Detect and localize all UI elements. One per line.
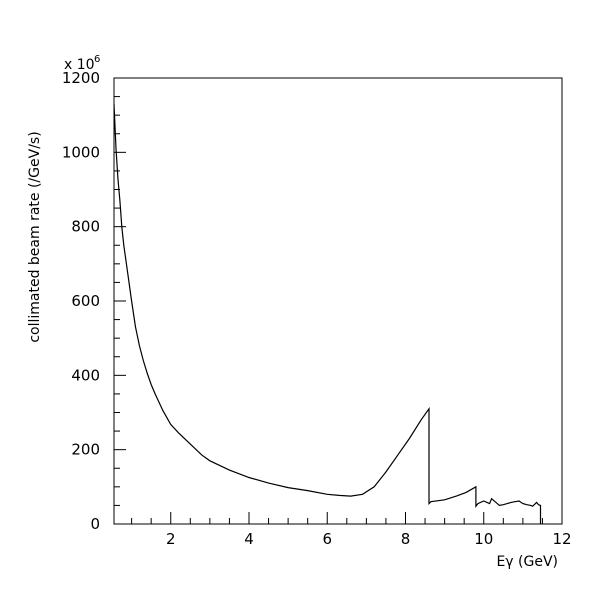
y-tick-label: 0 [90, 515, 100, 533]
y-axis-tick-labels: 0 200 400 600 800 1000 1200 [62, 69, 100, 533]
y-tick-label: 1200 [62, 69, 100, 87]
x-tick-label: 12 [552, 530, 571, 548]
x-tick-label: 8 [401, 530, 411, 548]
series-line [113, 103, 542, 524]
y-tick-label: 200 [71, 441, 100, 459]
y-tick-label: 600 [71, 292, 100, 310]
x-axis-tick-labels: 2 4 6 8 10 12 [166, 530, 572, 548]
y-multiplier-exponent: 6 [94, 54, 100, 65]
plot-frame [113, 77, 563, 525]
x-tick-label: 10 [474, 530, 493, 548]
x-tick-label: 4 [244, 530, 254, 548]
y-axis-ticks [114, 77, 126, 525]
x-tick-label: 2 [166, 530, 176, 548]
y-multiplier-label: x 10 [64, 57, 95, 73]
x-tick-label: 6 [322, 530, 332, 548]
y-tick-label: 1000 [62, 143, 100, 161]
y-tick-label: 800 [71, 218, 100, 236]
y-axis-title: collimated beam rate (/GeV/s) [27, 131, 43, 342]
x-axis-title: Eγ (GeV) [496, 554, 558, 570]
x-axis-ticks [131, 512, 563, 524]
y-tick-label: 400 [71, 366, 100, 384]
